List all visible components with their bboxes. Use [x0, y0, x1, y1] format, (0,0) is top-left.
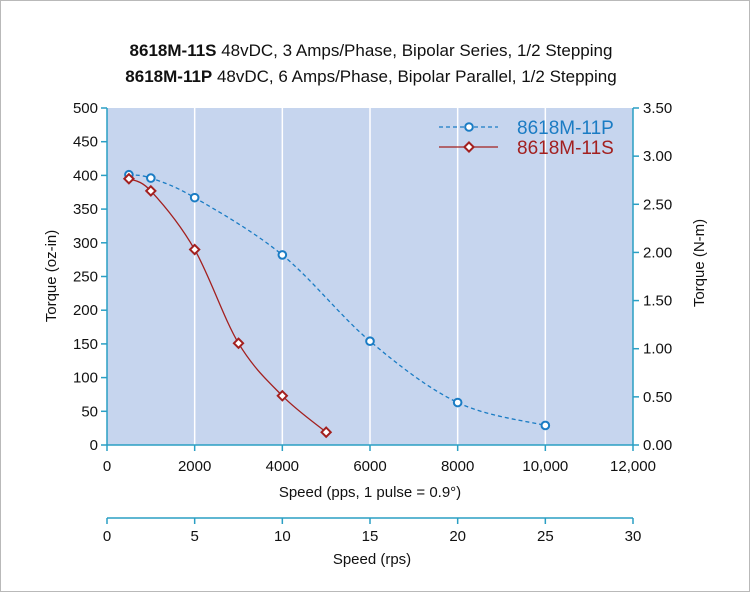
data-point	[122, 172, 135, 185]
data-point	[320, 426, 333, 439]
legend-label: 8618M-11P	[517, 118, 614, 139]
x-tick-label: 4000	[266, 458, 299, 475]
x-tick-label: 6000	[353, 458, 386, 475]
data-point	[146, 173, 156, 183]
chart-title-2-rest: 48vDC, 6 Amps/Phase, Bipolar Parallel, 1…	[212, 67, 616, 86]
series-layer	[122, 169, 551, 439]
x-tick-label: 10,000	[522, 458, 568, 475]
y-tick-label: 400	[73, 167, 98, 184]
y2-tick-label: 2.50	[643, 196, 672, 213]
y2-tick-label: 3.50	[643, 100, 672, 117]
y-tick-label: 150	[73, 336, 98, 353]
axes	[101, 107, 639, 524]
y2-tick-label: 1.50	[643, 293, 672, 310]
data-point	[276, 389, 289, 402]
data-point	[277, 250, 288, 260]
legend-item: 8618M-11P	[439, 118, 614, 139]
data-point	[144, 184, 157, 197]
x2-tick-label: 0	[103, 528, 111, 545]
x2-tick-label: 30	[625, 528, 642, 545]
chart-title-line-2: 8618M-11P 48vDC, 6 Amps/Phase, Bipolar P…	[125, 67, 616, 86]
data-point	[540, 420, 551, 431]
x2-tick-label: 10	[274, 528, 291, 545]
series-8618M-11S	[122, 172, 333, 439]
legend-item: 8618M-11S	[439, 138, 614, 159]
x2-axis-title: Speed (rps)	[333, 551, 411, 568]
chart-title-1-bold: 8618M-11S	[130, 41, 217, 60]
y-tick-label: 0	[90, 437, 98, 454]
y-tick-label: 100	[73, 370, 98, 387]
x-tick-label: 8000	[441, 458, 474, 475]
x2-tick-label: 5	[190, 528, 198, 545]
data-point	[189, 192, 200, 203]
y-tick-label: 350	[73, 201, 98, 218]
y-tick-label: 500	[73, 100, 98, 117]
y-axis-title: Torque (oz-in)	[43, 230, 60, 323]
data-point	[365, 336, 375, 347]
x-tick-label: 0	[103, 458, 111, 475]
y-tick-label: 250	[73, 269, 98, 286]
y2-tick-label: 3.00	[643, 148, 672, 165]
y2-tick-label: 0.50	[643, 389, 672, 406]
y-tick-label: 450	[73, 134, 98, 151]
x2-tick-label: 15	[362, 528, 379, 545]
y-tick-label: 50	[81, 403, 98, 420]
chart-title-2-bold: 8618M-11P	[125, 67, 212, 86]
x-axis-title: Speed (pps, 1 pulse = 0.9°)	[279, 484, 461, 501]
tick-labels: 0501001502002503003504004505000.000.501.…	[73, 100, 672, 545]
y2-tick-label: 1.00	[643, 341, 672, 358]
x-tick-label: 2000	[178, 458, 211, 475]
data-point	[232, 337, 245, 350]
chart-title-line-1: 8618M-11S 48vDC, 3 Amps/Phase, Bipolar S…	[130, 41, 613, 60]
legend-label: 8618M-11S	[517, 138, 614, 159]
data-point	[188, 243, 201, 256]
x2-tick-label: 20	[449, 528, 466, 545]
y2-tick-label: 2.00	[643, 244, 672, 261]
y-tick-label: 300	[73, 235, 98, 252]
legend-marker	[462, 140, 476, 154]
y-tick-label: 200	[73, 302, 98, 319]
x-tick-label: 12,000	[610, 458, 656, 475]
chart-title-1-rest: 48vDC, 3 Amps/Phase, Bipolar Series, 1/2…	[217, 41, 613, 60]
y2-axis-title: Torque (N-m)	[691, 219, 708, 307]
grid-lines	[193, 108, 547, 445]
data-point	[452, 397, 463, 408]
y2-tick-label: 0.00	[643, 437, 672, 454]
legend-marker	[464, 122, 474, 132]
x2-tick-label: 25	[537, 528, 554, 545]
